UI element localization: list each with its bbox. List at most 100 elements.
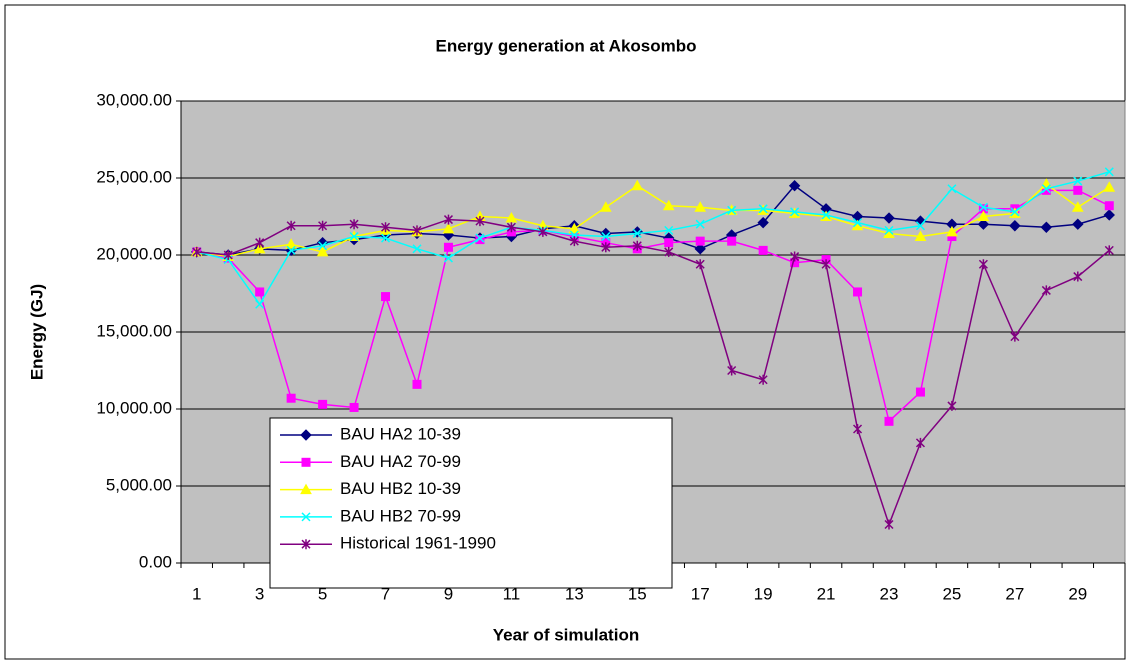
marker xyxy=(381,222,391,233)
marker xyxy=(1041,285,1051,296)
y-tick-label: 25,000.00 xyxy=(96,167,172,186)
y-tick-label: 10,000.00 xyxy=(96,398,172,417)
marker xyxy=(286,245,296,255)
marker xyxy=(915,387,925,397)
marker xyxy=(664,238,674,248)
legend-marker xyxy=(301,512,311,522)
marker xyxy=(318,220,328,231)
marker xyxy=(790,251,800,262)
x-tick-label: 21 xyxy=(817,584,836,603)
y-tick-label: 15,000.00 xyxy=(96,321,172,340)
marker xyxy=(1073,176,1083,186)
series xyxy=(192,214,1114,530)
marker xyxy=(914,230,927,242)
marker xyxy=(601,231,611,242)
marker xyxy=(853,424,863,435)
series xyxy=(190,178,1116,262)
marker xyxy=(569,236,579,247)
marker xyxy=(664,225,674,235)
series-line xyxy=(196,218,1110,527)
marker xyxy=(285,238,297,249)
legend-box xyxy=(269,417,673,589)
marker xyxy=(412,225,422,236)
marker xyxy=(412,379,422,389)
marker xyxy=(442,222,455,234)
marker xyxy=(695,259,705,270)
marker xyxy=(1104,245,1114,256)
y-axis-label: Energy (GJ) xyxy=(27,284,46,380)
marker xyxy=(381,233,391,243)
marker xyxy=(412,244,422,254)
marker xyxy=(255,237,265,248)
marker xyxy=(758,204,768,214)
marker xyxy=(1104,167,1114,177)
x-tick-label: 3 xyxy=(255,584,264,603)
y-tick-label: 20,000.00 xyxy=(96,244,172,263)
marker xyxy=(1009,220,1021,232)
marker xyxy=(884,416,894,426)
marker xyxy=(443,242,453,252)
marker xyxy=(223,250,233,260)
legend-marker xyxy=(300,429,312,441)
y-tick-label: 30,000.00 xyxy=(96,90,172,109)
marker xyxy=(1071,201,1084,212)
marker xyxy=(788,179,801,192)
x-tick-label: 1 xyxy=(192,584,201,603)
marker xyxy=(253,242,266,254)
marker xyxy=(821,210,831,220)
series-line xyxy=(196,183,1110,258)
marker xyxy=(946,225,958,237)
x-tick-label: 27 xyxy=(1005,584,1024,603)
marker xyxy=(821,259,831,270)
marker xyxy=(947,184,957,194)
marker xyxy=(694,201,707,212)
marker xyxy=(977,218,990,230)
x-tick-label: 9 xyxy=(444,584,453,603)
marker xyxy=(601,242,611,253)
marker xyxy=(758,245,768,255)
legend-label: BAU HB2 10-39 xyxy=(340,479,461,498)
marker xyxy=(443,253,453,263)
marker xyxy=(506,222,516,233)
marker xyxy=(915,221,925,231)
marker xyxy=(349,231,359,242)
marker xyxy=(286,220,296,231)
x-axis-label: Year of simulation xyxy=(493,625,639,644)
marker xyxy=(662,199,675,211)
marker xyxy=(1103,209,1115,221)
marker xyxy=(694,243,706,255)
marker xyxy=(977,210,990,221)
marker xyxy=(631,179,644,191)
marker xyxy=(1041,184,1051,194)
marker xyxy=(1072,218,1084,230)
marker xyxy=(1103,181,1116,192)
marker xyxy=(318,241,328,251)
legend-label: BAU HA2 10-39 xyxy=(340,424,461,443)
marker xyxy=(947,400,957,411)
x-tick-label: 13 xyxy=(565,584,584,603)
marker xyxy=(915,437,925,448)
marker xyxy=(316,245,329,257)
marker xyxy=(349,402,359,412)
series-line xyxy=(196,171,1110,306)
marker xyxy=(853,287,863,297)
x-tick-label: 19 xyxy=(754,584,773,603)
x-tick-label: 23 xyxy=(880,584,899,603)
marker xyxy=(758,374,768,385)
y-tick-label: 5,000.00 xyxy=(106,475,172,494)
legend-label: Historical 1961-1990 xyxy=(340,534,496,553)
marker xyxy=(381,292,391,302)
marker xyxy=(632,240,642,251)
marker xyxy=(1040,221,1053,233)
marker xyxy=(255,287,265,297)
marker xyxy=(1073,271,1083,282)
x-tick-label: 17 xyxy=(691,584,710,603)
marker xyxy=(1010,207,1020,217)
marker xyxy=(884,225,894,235)
marker xyxy=(727,236,737,246)
marker xyxy=(475,233,485,243)
legend-marker xyxy=(300,483,312,495)
marker xyxy=(727,205,737,215)
